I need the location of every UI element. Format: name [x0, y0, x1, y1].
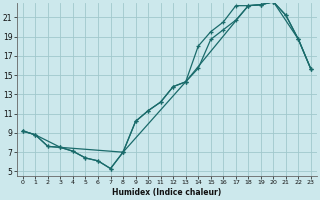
X-axis label: Humidex (Indice chaleur): Humidex (Indice chaleur) [112, 188, 221, 197]
